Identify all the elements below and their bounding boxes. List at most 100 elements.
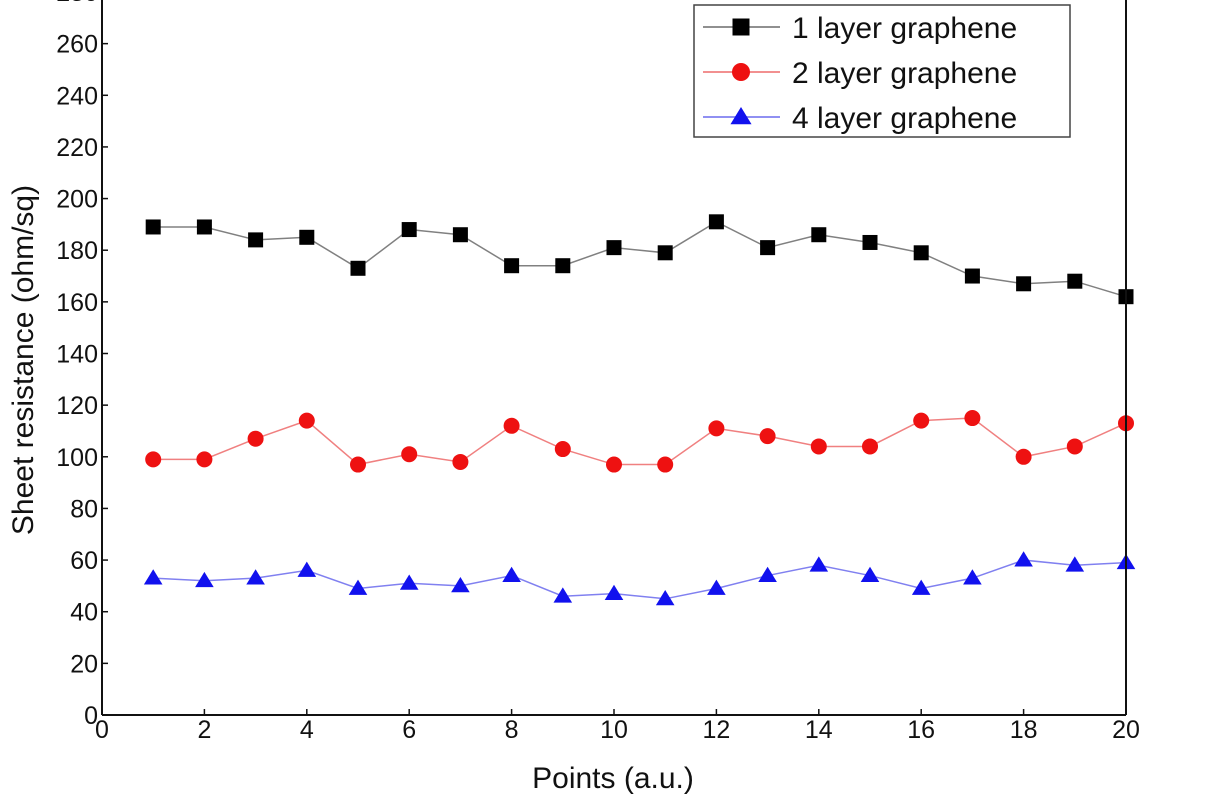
legend-label: 4 layer graphene	[792, 102, 1017, 135]
data-point	[553, 587, 573, 603]
data-point	[504, 258, 520, 274]
legend-label: 2 layer graphene	[792, 57, 1017, 90]
y-tick-label: 160	[56, 289, 98, 317]
legend-marker	[730, 106, 752, 125]
data-point	[196, 451, 213, 468]
y-axis-title: Sheet resistance (ohm/sq)	[7, 185, 40, 535]
data-point	[195, 571, 214, 588]
y-tick-label: 0	[84, 702, 98, 730]
x-tick-label: 0	[95, 716, 109, 744]
data-point	[299, 229, 315, 245]
y-tick-label: 40	[70, 599, 98, 627]
data-point	[758, 566, 777, 582]
y-tick-label: 100	[56, 444, 98, 472]
data-point	[503, 417, 520, 434]
data-point	[913, 412, 930, 429]
data-point	[401, 446, 418, 463]
y-tick-label: 20	[70, 650, 98, 678]
data-point	[196, 219, 212, 235]
series-layer	[143, 214, 1136, 606]
data-point	[707, 579, 726, 595]
data-point	[248, 232, 264, 248]
legend-label: 1 layer graphene	[792, 12, 1017, 45]
data-point	[1016, 276, 1032, 292]
series-line	[153, 220, 1127, 298]
data-point	[811, 227, 827, 243]
y-tick-label: 260	[56, 31, 98, 59]
axes: 0204060801001201401601802002202402602800…	[56, 0, 1140, 744]
data-point	[657, 456, 674, 473]
data-point	[862, 438, 878, 455]
legend-item: 4 layer graphene	[703, 102, 1017, 135]
data-point	[401, 222, 417, 238]
data-point	[298, 412, 315, 429]
y-tick-label: 200	[56, 186, 98, 214]
x-tick-label: 4	[300, 716, 314, 744]
data-point	[655, 589, 675, 606]
x-tick-label: 18	[1010, 716, 1038, 744]
data-point	[246, 569, 265, 585]
data-point	[657, 245, 673, 261]
data-point	[911, 579, 931, 595]
data-point	[399, 574, 419, 590]
x-tick-label: 14	[805, 716, 833, 744]
x-tick-label: 2	[197, 716, 211, 744]
data-point	[963, 569, 982, 585]
data-point	[809, 556, 829, 572]
series-1	[145, 214, 1134, 305]
data-point	[297, 561, 317, 577]
data-point	[1015, 448, 1032, 465]
data-point	[247, 430, 264, 447]
data-point	[810, 438, 827, 455]
y-tick-label: 180	[56, 237, 98, 265]
data-point	[452, 453, 469, 470]
x-tick-label: 16	[907, 716, 935, 744]
y-tick-label: 240	[56, 82, 98, 110]
x-tick-label: 10	[600, 716, 628, 744]
x-tick-label: 8	[505, 716, 519, 744]
data-point	[708, 214, 724, 230]
x-tick-label: 12	[702, 716, 730, 744]
legend-marker	[732, 18, 750, 36]
series-2	[145, 410, 1134, 473]
data-point	[1067, 273, 1083, 289]
data-point	[606, 240, 622, 256]
data-point	[452, 227, 468, 243]
data-point	[913, 245, 929, 261]
x-axis-title: Points (a.u.)	[532, 762, 694, 795]
data-point	[964, 410, 981, 427]
data-point	[554, 441, 571, 458]
data-point	[350, 456, 366, 473]
data-point	[606, 456, 622, 473]
data-point	[862, 234, 878, 250]
data-point	[145, 451, 162, 468]
data-point	[964, 268, 980, 284]
data-point	[350, 260, 366, 276]
data-point	[860, 566, 880, 582]
data-point	[759, 428, 776, 445]
data-point	[555, 258, 571, 274]
series-line	[153, 559, 1127, 600]
data-point	[760, 240, 776, 256]
data-point	[708, 420, 725, 437]
legend: 1 layer graphene 2 layer graphene 4 layer …	[693, 4, 1071, 138]
legend-item: 2 layer graphene	[703, 57, 1017, 90]
x-tick-label: 6	[402, 716, 416, 744]
x-tick-label: 20	[1112, 716, 1140, 744]
data-point	[1066, 438, 1083, 455]
y-tick-label: 220	[56, 134, 98, 162]
y-tick-label: 140	[56, 341, 98, 369]
y-tick-label: 120	[56, 392, 98, 420]
data-point	[348, 579, 368, 595]
legend-marker	[732, 63, 750, 81]
data-point	[502, 566, 521, 582]
data-point	[604, 584, 624, 601]
data-point	[1065, 556, 1085, 572]
series-line	[153, 417, 1127, 466]
y-tick-label: 80	[70, 495, 98, 523]
y-tick-label: 280	[56, 0, 98, 7]
data-point	[143, 569, 163, 585]
y-tick-label: 60	[70, 547, 98, 575]
series-3	[143, 551, 1136, 606]
